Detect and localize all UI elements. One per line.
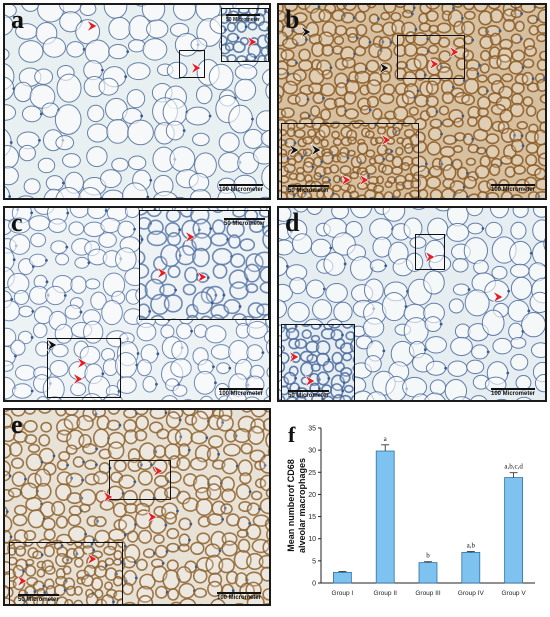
panel-a-label: a — [11, 5, 24, 34]
y-tick-label: 0 — [312, 581, 316, 588]
bar — [504, 477, 523, 584]
black-arrowhead-icon — [287, 143, 301, 157]
panel-c-label: c — [11, 208, 23, 237]
red-arrowhead-icon — [427, 57, 441, 71]
bar — [333, 571, 352, 584]
red-arrowhead-icon — [447, 45, 461, 59]
y-tick-label: 35 — [308, 426, 316, 433]
panel-e-inset: 50 Micrometer — [9, 542, 123, 604]
y-tick-label: 10 — [308, 536, 316, 543]
x-tick-label: Group III — [415, 590, 440, 597]
red-arrowhead-icon — [303, 374, 317, 388]
red-arrowhead-icon — [183, 230, 197, 244]
significance-label: b — [426, 552, 430, 560]
panel-a-scale-bar: 100 Micrometer — [219, 184, 264, 193]
panel-d-roi-box — [415, 234, 445, 270]
red-arrowhead-icon — [15, 574, 29, 588]
red-arrowhead-icon — [155, 266, 169, 280]
y-tick-label: 20 — [308, 492, 316, 499]
panel-d-label: d — [285, 208, 300, 237]
x-tick-label: Group II — [373, 590, 397, 597]
panel-c-scale-bar: 100 Micrometer — [219, 388, 264, 397]
red-arrowhead-icon — [245, 35, 259, 49]
panel-c-inset: 50 Micrometer — [139, 210, 269, 320]
black-arrowhead-icon — [377, 61, 391, 75]
red-arrowhead-icon — [85, 552, 99, 566]
red-arrowhead-icon — [339, 173, 353, 187]
panel-e-label: e — [11, 410, 23, 439]
red-arrowhead-icon — [75, 356, 89, 370]
red-arrowhead-icon — [357, 173, 371, 187]
panel-b-inset: 50 Micrometer — [281, 123, 419, 198]
red-arrowhead-icon — [379, 133, 393, 147]
red-arrowhead-icon — [151, 464, 165, 478]
panel-c-roi-box — [47, 338, 121, 398]
y-tick-label: 5 — [312, 558, 316, 565]
significance-label: a — [384, 435, 388, 443]
panel-e-inset-scale: 50 Micrometer — [18, 594, 59, 603]
panel-d-scale-bar: 100 Micrometer — [491, 388, 536, 397]
x-tick-label: Group IV — [458, 590, 485, 597]
panel-e: e 50 Micrometer 100 Micrometer — [3, 408, 271, 606]
panel-c-inset-image — [140, 211, 268, 319]
red-arrowhead-icon — [101, 490, 115, 504]
panel-e-roi-box — [109, 460, 171, 500]
y-tick-label: 15 — [308, 514, 316, 521]
x-tick-label: Group V — [501, 590, 526, 597]
panel-b-label: b — [285, 5, 300, 34]
panel-d-inset-scale: 50 Micrometer — [288, 390, 329, 399]
x-tick-label: Group I — [332, 590, 354, 597]
red-arrowhead-icon — [145, 510, 159, 524]
panel-d: d 50 Micrometer 100 Micrometer — [277, 206, 547, 402]
significance-label: a,b — [467, 542, 476, 550]
panel-f-label: f — [288, 422, 296, 447]
red-arrowhead-icon — [71, 372, 85, 386]
red-arrowhead-icon — [423, 250, 437, 264]
panel-c: c 50 Micrometer 100 Micrometer — [3, 206, 271, 402]
black-arrowhead-icon — [299, 25, 313, 39]
panel-a: a 50 Micrometer 100 Micrometer — [3, 3, 271, 200]
panel-b: b 50 Micrometer 100 Micrometer — [277, 3, 547, 200]
significance-label: a,b,c,d — [504, 463, 523, 471]
black-arrowhead-icon — [45, 338, 59, 352]
y-tick-label: 30 — [308, 448, 316, 455]
panel-b-scale-bar: 100 Micrometer — [491, 184, 536, 193]
red-arrowhead-icon — [195, 270, 209, 284]
black-arrowhead-icon — [309, 143, 323, 157]
red-arrowhead-icon — [85, 19, 99, 33]
panel-c-inset-scale: 50 Micrometer — [224, 218, 265, 227]
red-arrowhead-icon — [189, 61, 203, 75]
panel-e-scale-bar: 100 Micrometer — [217, 592, 262, 601]
panel-f: 0 5 10 15 20 25 30 35 Mean numberof CD68alveolar… — [277, 408, 547, 606]
panel-a-roi-box — [179, 50, 205, 78]
panel-e-inset-image — [10, 543, 122, 604]
bar — [418, 562, 438, 584]
cd68-bar-chart: 0 5 10 15 20 25 30 35 Mean numberof CD68alveolar… — [286, 426, 535, 597]
panel-b-inset-scale: 50 Micrometer — [288, 185, 329, 194]
y-tick-label: 25 — [308, 470, 316, 477]
panel-a-inset-scale: 50 Micrometer — [226, 14, 260, 23]
bar — [375, 450, 395, 584]
red-arrowhead-icon — [491, 290, 505, 304]
y-axis-label: Mean numberof CD68alveolar macrophages — [286, 458, 307, 553]
red-arrowhead-icon — [287, 350, 301, 364]
bar — [461, 552, 481, 584]
panel-b-roi-box — [397, 35, 465, 79]
